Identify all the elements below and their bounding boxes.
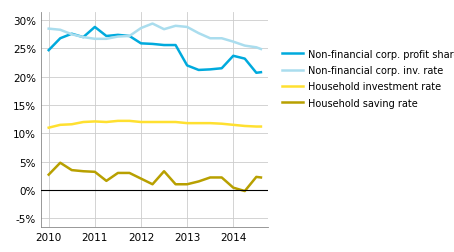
Household investment rate — [219, 123, 224, 126]
Household saving rate — [80, 170, 86, 173]
Non-financial corp. profit share — [173, 44, 178, 47]
Non-financial corp. inv. rate — [80, 37, 86, 40]
Non-financial corp. inv. rate — [231, 41, 236, 44]
Line: Household saving rate: Household saving rate — [49, 163, 261, 191]
Non-financial corp. profit share — [150, 43, 155, 46]
Household investment rate — [254, 125, 259, 129]
Household investment rate — [115, 120, 121, 123]
Non-financial corp. profit share — [92, 26, 98, 29]
Legend: Non-financial corp. profit share, Non-financial corp. inv. rate, Household inves: Non-financial corp. profit share, Non-fi… — [282, 50, 454, 108]
Non-financial corp. profit share — [196, 69, 202, 72]
Non-financial corp. inv. rate — [127, 35, 132, 38]
Household saving rate — [161, 170, 167, 173]
Household saving rate — [58, 162, 63, 165]
Non-financial corp. profit share — [69, 33, 74, 36]
Household investment rate — [80, 121, 86, 124]
Household saving rate — [173, 183, 178, 186]
Household saving rate — [138, 177, 144, 180]
Household investment rate — [150, 121, 155, 124]
Non-financial corp. profit share — [161, 44, 167, 47]
Non-financial corp. profit share — [104, 35, 109, 38]
Household saving rate — [127, 172, 132, 175]
Household investment rate — [104, 121, 109, 124]
Household saving rate — [196, 180, 202, 183]
Non-financial corp. profit share — [231, 55, 236, 58]
Household investment rate — [58, 124, 63, 127]
Household saving rate — [207, 176, 213, 179]
Household saving rate — [254, 176, 259, 179]
Non-financial corp. profit share — [80, 37, 86, 40]
Non-financial corp. inv. rate — [161, 28, 167, 32]
Non-financial corp. inv. rate — [58, 29, 63, 32]
Non-financial corp. inv. rate — [258, 48, 264, 51]
Non-financial corp. profit share — [138, 43, 144, 46]
Household investment rate — [184, 122, 190, 125]
Non-financial corp. inv. rate — [196, 33, 202, 36]
Non-financial corp. inv. rate — [173, 25, 178, 28]
Household investment rate — [242, 125, 247, 128]
Non-financial corp. inv. rate — [207, 38, 213, 41]
Household saving rate — [242, 190, 247, 193]
Household saving rate — [92, 171, 98, 174]
Line: Non-financial corp. profit share: Non-financial corp. profit share — [49, 28, 261, 74]
Non-financial corp. inv. rate — [104, 38, 109, 41]
Household investment rate — [196, 122, 202, 125]
Non-financial corp. profit share — [115, 34, 121, 37]
Line: Non-financial corp. inv. rate: Non-financial corp. inv. rate — [49, 24, 261, 50]
Non-financial corp. inv. rate — [242, 45, 247, 48]
Non-financial corp. profit share — [242, 58, 247, 61]
Line: Household investment rate: Household investment rate — [49, 121, 261, 128]
Non-financial corp. inv. rate — [46, 28, 51, 31]
Non-financial corp. profit share — [219, 68, 224, 71]
Household investment rate — [231, 124, 236, 127]
Household investment rate — [46, 127, 51, 130]
Household investment rate — [173, 121, 178, 124]
Non-financial corp. inv. rate — [150, 23, 155, 26]
Non-financial corp. inv. rate — [184, 26, 190, 29]
Household investment rate — [207, 122, 213, 125]
Non-financial corp. inv. rate — [138, 27, 144, 30]
Non-financial corp. profit share — [46, 49, 51, 52]
Household investment rate — [127, 120, 132, 123]
Non-financial corp. inv. rate — [69, 34, 74, 37]
Non-financial corp. inv. rate — [92, 38, 98, 41]
Household saving rate — [115, 172, 121, 175]
Household saving rate — [184, 183, 190, 186]
Household investment rate — [258, 125, 264, 129]
Household saving rate — [258, 176, 264, 179]
Household saving rate — [150, 183, 155, 186]
Non-financial corp. profit share — [58, 38, 63, 41]
Household saving rate — [104, 180, 109, 183]
Non-financial corp. profit share — [254, 72, 259, 75]
Non-financial corp. profit share — [184, 65, 190, 68]
Household investment rate — [69, 123, 74, 126]
Household saving rate — [69, 169, 74, 172]
Household saving rate — [46, 173, 51, 176]
Non-financial corp. profit share — [258, 71, 264, 74]
Non-financial corp. profit share — [127, 35, 132, 38]
Household saving rate — [231, 186, 236, 190]
Household investment rate — [92, 120, 98, 123]
Household saving rate — [219, 176, 224, 179]
Non-financial corp. inv. rate — [219, 38, 224, 41]
Household investment rate — [138, 121, 144, 124]
Non-financial corp. inv. rate — [254, 47, 259, 50]
Non-financial corp. profit share — [207, 69, 213, 72]
Non-financial corp. inv. rate — [115, 36, 121, 39]
Household investment rate — [161, 121, 167, 124]
